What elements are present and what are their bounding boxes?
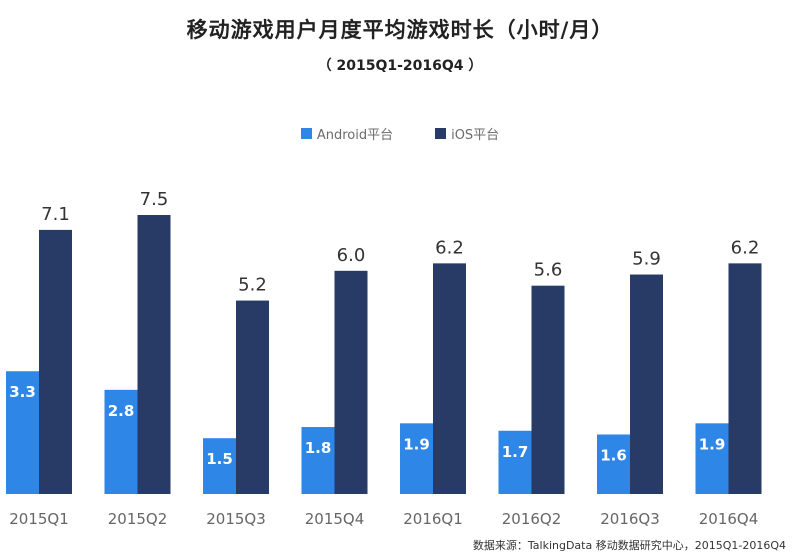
bar-android-2016Q1 xyxy=(400,423,433,494)
legend-item-android: Android平台 xyxy=(300,124,394,143)
legend-item-ios: iOS平台 xyxy=(435,124,499,143)
x-tick-label-2016Q4: 2016Q4 xyxy=(699,510,759,528)
data-label-ios-2016Q1: 6.2 xyxy=(435,237,464,258)
bar-android-2016Q3 xyxy=(597,434,630,494)
chart-subtitle: （ 2015Q1-2016Q4 ） xyxy=(317,58,483,74)
x-tick-label-2015Q4: 2015Q4 xyxy=(305,510,365,528)
data-label-ios-2016Q4: 6.2 xyxy=(731,237,760,258)
x-tick-label-2016Q1: 2016Q1 xyxy=(403,510,463,528)
data-label-ios-2015Q2: 7.5 xyxy=(140,189,169,210)
bar-android-2015Q2 xyxy=(104,389,138,494)
data-label-android-2016Q3: 1.6 xyxy=(600,446,627,464)
data-label-android-2015Q2: 2.8 xyxy=(108,402,135,420)
data-label-android-2015Q4: 1.8 xyxy=(305,439,332,457)
x-tick-label-2015Q3: 2015Q3 xyxy=(206,510,266,528)
x-tick-label-2015Q1: 2015Q1 xyxy=(9,510,69,528)
bar-ios-2015Q3 xyxy=(236,300,269,494)
data-label-ios-2016Q2: 5.6 xyxy=(534,260,563,281)
data-label-ios-2015Q3: 5.2 xyxy=(238,275,267,296)
bar-android-2015Q3 xyxy=(203,438,236,494)
legend-label-ios: iOS平台 xyxy=(451,128,500,143)
data-label-android-2015Q3: 1.5 xyxy=(206,450,233,468)
bar-ios-2016Q2 xyxy=(531,285,565,494)
bar-android-2015Q4 xyxy=(301,427,335,494)
data-label-android-2016Q1: 1.9 xyxy=(403,435,430,453)
data-label-android-2016Q2: 1.7 xyxy=(502,443,529,461)
legend-label-android: Android平台 xyxy=(316,128,394,143)
data-label-ios-2016Q3: 5.9 xyxy=(632,249,661,270)
bar-ios-2016Q1 xyxy=(433,263,466,494)
legend-swatch-ios xyxy=(435,128,447,139)
bar-ios-2015Q4 xyxy=(334,270,368,494)
bar-android-2016Q4 xyxy=(695,423,729,494)
bar-ios-2015Q2 xyxy=(137,215,171,494)
data-label-ios-2015Q1: 7.1 xyxy=(41,204,70,225)
x-tick-label-2016Q2: 2016Q2 xyxy=(502,510,562,528)
data-label-android-2015Q1: 3.3 xyxy=(9,383,36,401)
data-label-ios-2015Q4: 6.0 xyxy=(337,245,366,266)
x-tick-label-2015Q2: 2015Q2 xyxy=(108,510,168,528)
legend-swatch-android xyxy=(300,128,312,139)
x-tick-label-2016Q3: 2016Q3 xyxy=(600,510,660,528)
bar-android-2016Q2 xyxy=(498,430,532,494)
bar-ios-2016Q3 xyxy=(630,274,663,494)
data-label-android-2016Q4: 1.9 xyxy=(699,435,726,453)
bar-ios-2016Q4 xyxy=(728,263,762,494)
bar-android-2015Q1 xyxy=(6,371,39,494)
bar-ios-2015Q1 xyxy=(39,229,72,494)
chart-title: 移动游戏用户月度平均游戏时长（小时/月） xyxy=(186,18,614,42)
legend: Android平台 iOS平台 xyxy=(0,124,800,143)
source-note: 数据来源：TalkingData 移动数据研究中心，2015Q1-2016Q4 xyxy=(472,539,786,552)
